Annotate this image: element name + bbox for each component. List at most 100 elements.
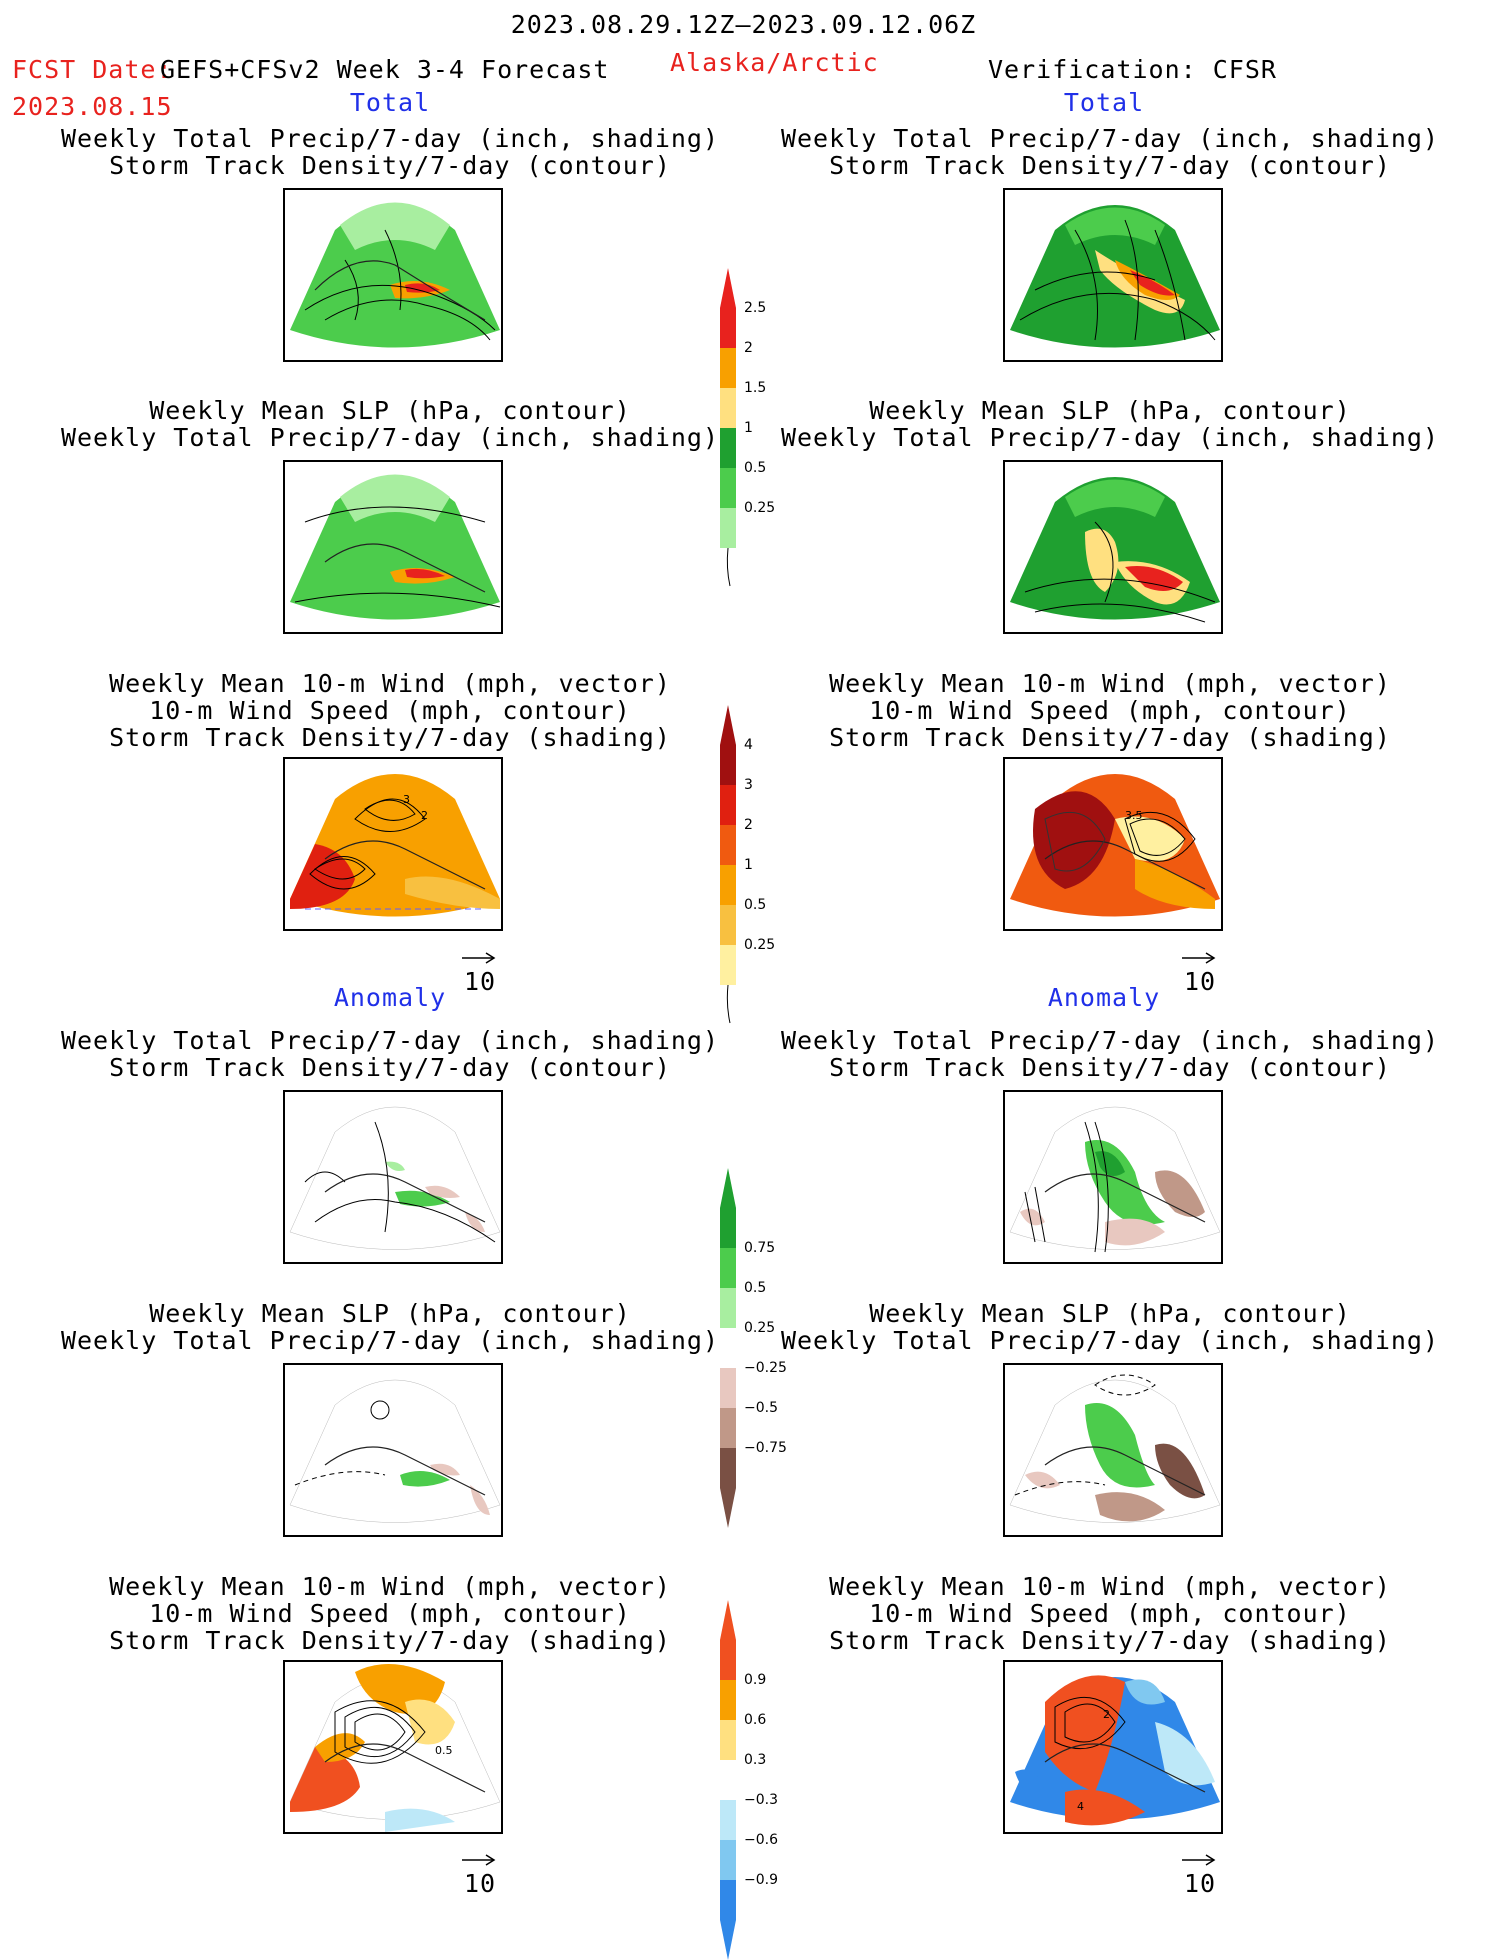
colorbar-label: 1 bbox=[744, 857, 753, 873]
colorbar-label: 0.25 bbox=[744, 1320, 776, 1336]
colorbar-svg bbox=[720, 705, 736, 1024]
colorbar-segment bbox=[720, 1248, 736, 1288]
map-total-wind-verification: 3.5 bbox=[1003, 757, 1223, 931]
title-r3: Weekly Mean 10-m Wind (mph, vector) 10-m… bbox=[760, 670, 1460, 751]
title-line: Weekly Mean SLP (hPa, contour) bbox=[149, 396, 631, 425]
title-line: Weekly Mean SLP (hPa, contour) bbox=[869, 1299, 1351, 1328]
title-line: Weekly Total Precip/7-day (inch, shading… bbox=[780, 124, 1440, 153]
map-anom-wind-forecast: 0.5 bbox=[283, 1660, 503, 1834]
map-total-slp-verification bbox=[1003, 460, 1223, 634]
map-total-wind-forecast: 3 2 bbox=[283, 757, 503, 931]
title-line: 10-m Wind Speed (mph, contour) bbox=[149, 1599, 631, 1628]
colorbar-label: 0.25 bbox=[744, 500, 776, 516]
map-total-precip-forecast bbox=[283, 188, 503, 362]
title-line: Weekly Total Precip/7-day (inch, shading… bbox=[780, 1326, 1440, 1355]
map-total-precip-verification bbox=[1003, 188, 1223, 362]
colorbar-svg bbox=[720, 1168, 736, 1528]
title-line: Storm Track Density/7-day (contour) bbox=[109, 151, 671, 180]
title-r2: Weekly Mean SLP (hPa, contour) Weekly To… bbox=[760, 397, 1460, 451]
colorbar-segment bbox=[720, 1680, 736, 1720]
colorbar-segment bbox=[720, 745, 736, 785]
title-l1: Weekly Total Precip/7-day (inch, shading… bbox=[40, 125, 740, 179]
title-l3: Weekly Mean 10-m Wind (mph, vector) 10-m… bbox=[40, 670, 740, 751]
title-line: Weekly Total Precip/7-day (inch, shading… bbox=[60, 423, 720, 452]
colorbar-label: 2 bbox=[744, 340, 753, 356]
fcst-model: GEFS+CFSv2 Week 3-4 Forecast bbox=[160, 55, 610, 84]
title-line: 10-m Wind Speed (mph, contour) bbox=[869, 1599, 1351, 1628]
colorbar-segment bbox=[720, 1800, 736, 1840]
fcst-date: 2023.08.15 bbox=[12, 92, 173, 121]
vector-scale-total-left: 10 bbox=[460, 950, 500, 996]
vector-scale-label: 10 bbox=[464, 967, 497, 996]
anomaly-left-label: Anomaly bbox=[333, 983, 447, 1012]
colorbar-segment bbox=[720, 508, 736, 548]
colorbar-cap bbox=[720, 1600, 736, 1640]
title-line: Weekly Mean 10-m Wind (mph, vector) bbox=[829, 669, 1391, 698]
title-line: Storm Track Density/7-day (shading) bbox=[109, 723, 671, 752]
colorbar-segment bbox=[720, 1368, 736, 1408]
colorbar-segment bbox=[720, 785, 736, 825]
title-r5: Weekly Mean SLP (hPa, contour) Weekly To… bbox=[760, 1300, 1460, 1354]
colorbar-anom-precip: 0.75 0.5 0.25 −0.25 −0.5 −0.75 bbox=[720, 1168, 810, 1528]
title-line: Weekly Total Precip/7-day (inch, shading… bbox=[60, 1326, 720, 1355]
title-line: Storm Track Density/7-day (contour) bbox=[829, 1053, 1391, 1082]
colorbar-label: 0.25 bbox=[744, 937, 776, 953]
colorbar-svg bbox=[720, 1600, 736, 1960]
colorbar-cap bbox=[720, 1168, 736, 1208]
colorbar-gap bbox=[720, 1760, 736, 1800]
colorbar-label: 2.5 bbox=[744, 300, 767, 316]
title-l4: Weekly Total Precip/7-day (inch, shading… bbox=[40, 1027, 740, 1081]
colorbar-label: 3 bbox=[744, 777, 753, 793]
colorbar-label: 0.75 bbox=[744, 1240, 776, 1256]
colorbar-label: −0.6 bbox=[744, 1832, 778, 1848]
colorbar-label: −0.25 bbox=[744, 1360, 787, 1376]
title-line: Storm Track Density/7-day (contour) bbox=[829, 151, 1391, 180]
vector-scale-label: 10 bbox=[1184, 967, 1217, 996]
date-range: 2023.08.29.12Z–2023.09.12.06Z bbox=[510, 10, 977, 39]
title-r6: Weekly Mean 10-m Wind (mph, vector) 10-m… bbox=[760, 1573, 1460, 1654]
fcst-label: FCST Date: bbox=[12, 55, 173, 84]
colorbar-segment bbox=[720, 1840, 736, 1880]
vector-scale-label: 10 bbox=[464, 1869, 497, 1898]
colorbar-svg bbox=[720, 268, 736, 587]
wind-contour-label: 3 bbox=[403, 793, 410, 806]
colorbar-cap bbox=[720, 705, 736, 745]
colorbar-label: 1 bbox=[744, 420, 753, 436]
title-line: Weekly Total Precip/7-day (inch, shading… bbox=[780, 1026, 1440, 1055]
colorbar-tail bbox=[726, 984, 731, 1024]
title-l6: Weekly Mean 10-m Wind (mph, vector) 10-m… bbox=[40, 1573, 740, 1654]
colorbar-label: 0.9 bbox=[744, 1672, 767, 1688]
colorbar-segment bbox=[720, 468, 736, 508]
colorbar-label: −0.5 bbox=[744, 1400, 778, 1416]
title-l2: Weekly Mean SLP (hPa, contour) Weekly To… bbox=[40, 397, 740, 451]
map-anom-slp-verification bbox=[1003, 1363, 1223, 1537]
vector-scale-label: 10 bbox=[1184, 1869, 1217, 1898]
colorbar-segment bbox=[720, 348, 736, 388]
anomaly-right-label: Anomaly bbox=[1047, 983, 1161, 1012]
title-line: Storm Track Density/7-day (shading) bbox=[109, 1626, 671, 1655]
colorbar-segment bbox=[720, 1208, 736, 1248]
title-r1: Weekly Total Precip/7-day (inch, shading… bbox=[760, 125, 1460, 179]
vector-scale-total-right: 10 bbox=[1180, 950, 1220, 996]
colorbar-label: 0.3 bbox=[744, 1752, 767, 1768]
colorbar-segment bbox=[720, 825, 736, 865]
colorbar-cap bbox=[720, 1488, 736, 1528]
map-anom-precip-forecast bbox=[283, 1090, 503, 1264]
colorbar-segment bbox=[720, 1880, 736, 1920]
colorbar-segment bbox=[720, 428, 736, 468]
colorbar-label: −0.9 bbox=[744, 1872, 778, 1888]
title-line: Storm Track Density/7-day (shading) bbox=[829, 723, 1391, 752]
wind-contour-label: 0.5 bbox=[435, 1744, 453, 1757]
title-line: Weekly Mean SLP (hPa, contour) bbox=[149, 1299, 631, 1328]
colorbar-label: 0.5 bbox=[744, 460, 767, 476]
vector-scale-anom-right: 10 bbox=[1180, 1852, 1220, 1898]
colorbar-segment bbox=[720, 865, 736, 905]
title-line: Weekly Mean 10-m Wind (mph, vector) bbox=[829, 1572, 1391, 1601]
wind-contour-label: 4 bbox=[1077, 1800, 1084, 1813]
colorbar-total-storm: 4 3 2 1 0.5 0.25 bbox=[720, 705, 800, 1024]
colorbar-cap bbox=[720, 268, 736, 308]
vector-scale-anom-left: 10 bbox=[460, 1852, 500, 1898]
colorbar-segment bbox=[720, 1408, 736, 1448]
verification-label: Verification: CFSR bbox=[988, 55, 1277, 84]
map-anom-wind-verification: 2 4 bbox=[1003, 1660, 1223, 1834]
